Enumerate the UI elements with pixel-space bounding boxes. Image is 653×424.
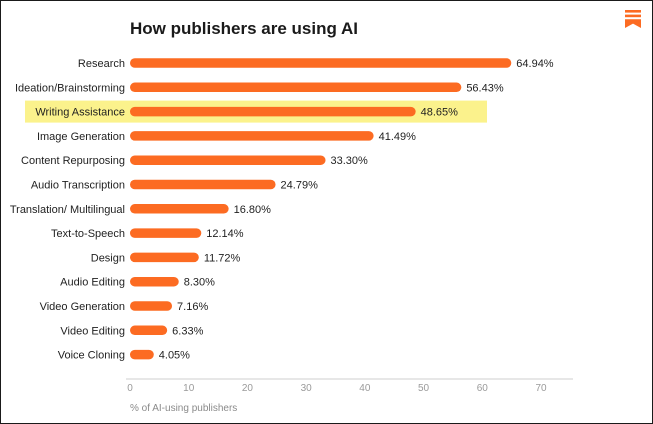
value-label: 24.79%	[281, 180, 319, 192]
category-label: Audio Transcription	[31, 180, 125, 192]
value-label: 7.16%	[177, 301, 208, 313]
x-tick-label: 0	[127, 383, 133, 394]
value-label: 64.94%	[516, 58, 554, 70]
category-label: Video Generation	[40, 301, 125, 313]
substack-bookmark-icon	[625, 10, 641, 28]
category-label: Writing Assistance	[35, 107, 125, 119]
category-label: Video Editing	[60, 325, 125, 337]
bar	[130, 325, 168, 336]
category-label: Translation/ Multilingual	[10, 204, 125, 216]
bar	[130, 58, 512, 68]
value-label: 4.05%	[159, 350, 190, 362]
chart-title: How publishers are using AI	[130, 19, 358, 38]
bar	[130, 106, 416, 117]
x-tick-label: 10	[183, 383, 195, 394]
category-label: Ideation/Brainstorming	[15, 82, 125, 94]
value-label: 41.49%	[379, 131, 417, 143]
bar	[130, 131, 374, 141]
category-label: Text-to-Speech	[51, 228, 125, 240]
bar	[130, 252, 199, 263]
bar	[130, 301, 173, 311]
value-label: 12.14%	[206, 228, 244, 240]
bar	[130, 228, 202, 238]
x-tick-label: 40	[359, 383, 371, 394]
category-label: Research	[78, 58, 125, 70]
value-label: 33.30%	[331, 155, 369, 167]
bar	[130, 82, 462, 93]
bar	[130, 204, 229, 214]
x-axis-label: % of AI-using publishers	[130, 403, 237, 414]
bar	[130, 155, 326, 165]
value-label: 16.80%	[234, 204, 272, 216]
value-label: 8.30%	[184, 277, 215, 289]
category-label: Voice Cloning	[58, 350, 125, 362]
category-label: Content Repurposing	[21, 155, 125, 167]
bar	[130, 179, 276, 190]
x-tick-label: 60	[477, 383, 489, 394]
value-label: 56.43%	[466, 82, 504, 94]
value-label: 11.72%	[204, 252, 241, 264]
x-tick-label: 50	[418, 383, 430, 394]
bar	[130, 276, 179, 287]
x-tick-label: 20	[242, 383, 254, 394]
value-label: 6.33%	[172, 325, 203, 337]
x-tick-label: 70	[535, 383, 547, 394]
value-label: 48.65%	[421, 107, 459, 119]
category-label: Audio Editing	[60, 277, 125, 289]
x-tick-label: 30	[301, 383, 313, 394]
category-label: Design	[91, 252, 125, 264]
category-label: Image Generation	[37, 131, 125, 143]
bar	[130, 349, 154, 360]
